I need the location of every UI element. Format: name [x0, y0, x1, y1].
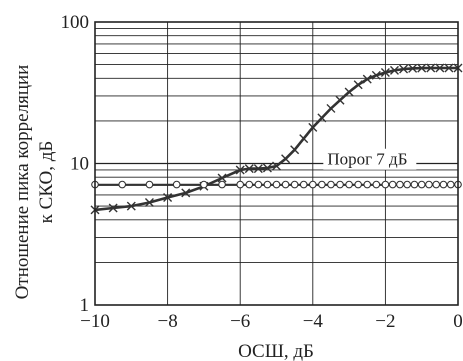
- data-point-x-marker: [426, 63, 436, 73]
- data-point-circle-marker: [432, 180, 441, 189]
- annotations: Порог 7 дБ: [323, 148, 417, 170]
- data-point-x-marker: [380, 67, 390, 77]
- x-tick-label: −6: [230, 311, 250, 332]
- data-point-x-marker: [108, 203, 118, 213]
- data-point-circle-marker: [172, 180, 181, 189]
- data-point-circle-marker: [446, 180, 455, 189]
- data-point-x-marker: [163, 193, 173, 203]
- data-point-x-marker: [444, 63, 454, 73]
- data-point-circle-marker: [417, 180, 426, 189]
- data-point-circle-marker: [263, 180, 272, 189]
- data-point-circle-marker: [200, 180, 208, 189]
- data-point-circle-marker: [318, 180, 326, 189]
- series-x: [90, 63, 463, 215]
- y-axis-title-line-2: к СКО, дБ: [36, 141, 57, 224]
- x-axis-title: ОСШ, дБ: [238, 341, 314, 361]
- data-point-circle-marker: [327, 180, 335, 189]
- data-point-x-marker: [326, 103, 336, 113]
- data-point-circle-marker: [410, 180, 419, 189]
- data-point-circle-marker: [345, 180, 353, 189]
- x-tick-label: −4: [303, 311, 324, 332]
- data-point-circle-marker: [381, 180, 390, 189]
- threshold-annotation: Порог 7 дБ: [327, 150, 407, 169]
- data-point-circle-marker: [439, 180, 448, 189]
- data-point-circle-marker: [299, 180, 308, 189]
- data-point-circle-marker: [245, 180, 254, 189]
- plot-frame: [94, 21, 459, 306]
- x-tick-label: −2: [375, 311, 395, 332]
- y-axis-title: Отношение пика корреляции к СКО, дБ: [12, 65, 57, 300]
- ticks: −10 −8 −6 −4 −2 0 1 10 100: [61, 12, 463, 332]
- data-point-x-marker: [126, 201, 136, 211]
- grid: [95, 22, 458, 305]
- data-point-x-marker: [244, 164, 254, 174]
- y-tick-label: 1: [80, 295, 90, 316]
- data-point-x-marker: [389, 65, 399, 75]
- data-point-x-marker: [235, 165, 245, 175]
- data-point-circle-marker: [290, 180, 299, 189]
- annotation-background: [323, 148, 417, 170]
- data-point-circle-marker: [354, 180, 363, 189]
- data-point-x-marker: [317, 113, 327, 123]
- data-point-circle-marker: [272, 180, 281, 189]
- data-point-x-marker: [408, 63, 418, 73]
- data-point-circle-marker: [363, 180, 372, 189]
- data-point-circle-marker: [218, 180, 226, 189]
- data-point-x-marker: [399, 64, 409, 74]
- data-point-x-marker: [281, 154, 291, 164]
- data-point-circle-marker: [236, 180, 245, 189]
- data-point-circle-marker: [281, 180, 290, 189]
- data-point-x-marker: [290, 145, 300, 155]
- y-tick-label: 100: [61, 12, 90, 33]
- data-point-circle-marker: [145, 180, 154, 189]
- data-point-x-marker: [299, 134, 309, 144]
- data-point-circle-marker: [396, 180, 404, 189]
- data-point-x-marker: [181, 188, 191, 198]
- data-point-x-marker: [344, 87, 354, 97]
- y-tick-label: 10: [70, 154, 89, 175]
- data-point-x-marker: [217, 173, 227, 183]
- data-point-circle-marker: [308, 180, 317, 189]
- data-point-x-marker: [308, 122, 318, 132]
- data-point-x-marker: [353, 80, 363, 90]
- y-axis-title-line-1: Отношение пика корреляции: [12, 65, 33, 300]
- data-point-x-marker: [144, 198, 154, 208]
- data-point-circle-marker: [403, 180, 412, 189]
- data-point-x-marker: [417, 63, 427, 73]
- series-circle: [91, 180, 462, 189]
- data-point-circle-marker: [118, 180, 127, 189]
- series-line: [94, 66, 458, 212]
- data-point-x-marker: [362, 74, 372, 84]
- data-point-circle-marker: [336, 180, 344, 189]
- x-tick-label: −8: [157, 311, 177, 332]
- x-tick-label: 0: [453, 311, 463, 332]
- data-point-x-marker: [272, 161, 281, 171]
- data-point-x-marker: [371, 70, 381, 80]
- series-layer: [90, 63, 463, 215]
- data-point-circle-marker: [388, 180, 397, 189]
- data-point-x-marker: [335, 95, 345, 105]
- data-point-circle-marker: [372, 180, 381, 189]
- data-point-x-marker: [262, 163, 272, 173]
- x-tick-label: −10: [80, 311, 110, 332]
- data-point-x-marker: [435, 63, 445, 73]
- data-point-circle-marker: [425, 180, 433, 189]
- data-point-circle-marker: [254, 180, 263, 189]
- data-point-x-marker: [253, 164, 263, 174]
